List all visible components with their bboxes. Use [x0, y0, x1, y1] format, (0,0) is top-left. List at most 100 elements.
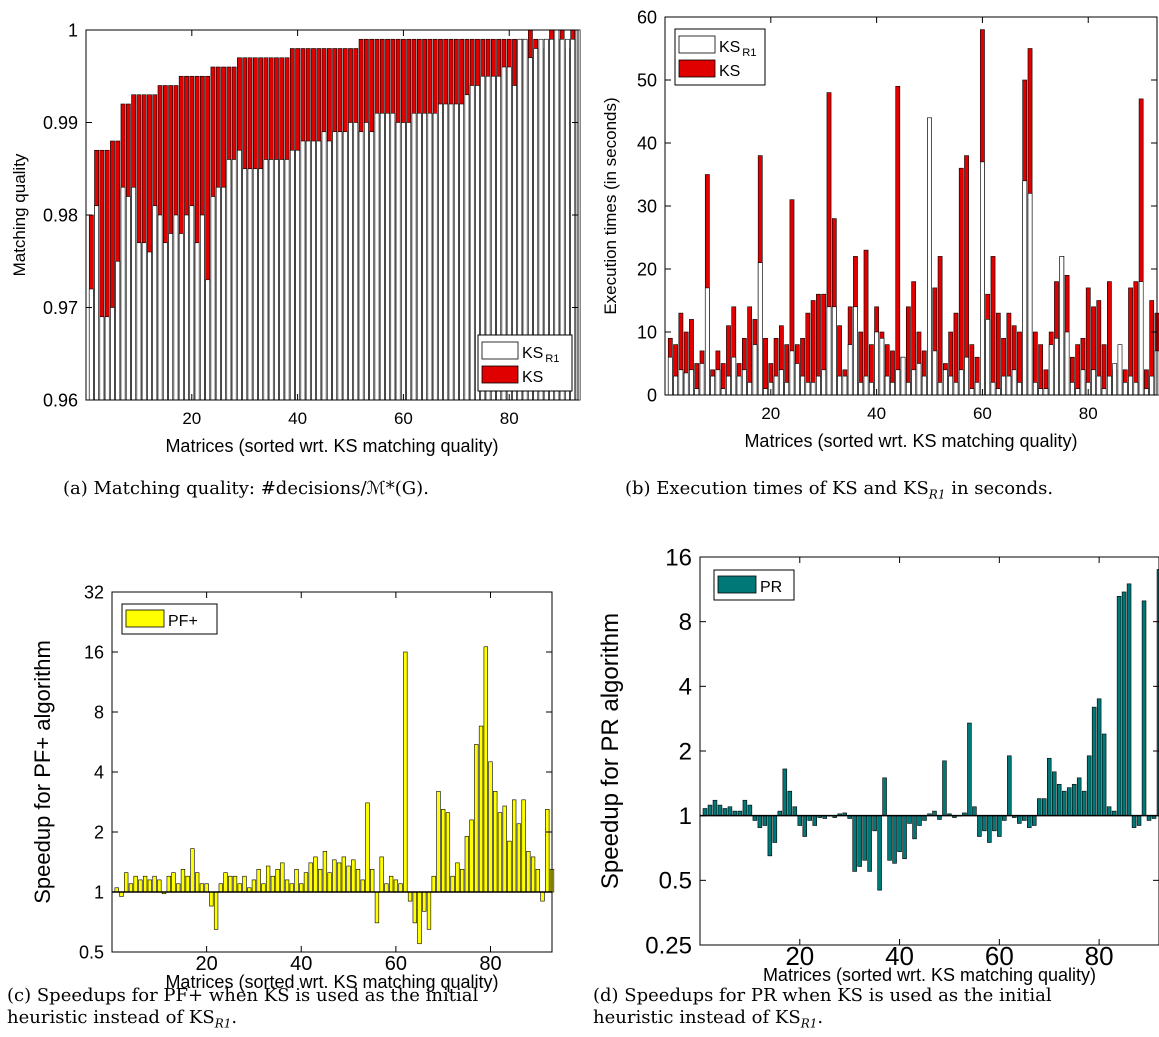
chart-b-bar-ksr1-87	[1122, 382, 1128, 396]
chart-c-bar-46	[327, 872, 332, 893]
chart-d-bar-14	[767, 815, 773, 857]
chart-a-bar-ksr1-32	[252, 168, 258, 401]
chart-b-bar-ksr1-73	[1048, 344, 1054, 396]
chart-c-bar-32	[261, 883, 266, 893]
chart-c-bar-15	[180, 868, 186, 893]
chart-c-bar-47	[332, 859, 337, 893]
chart-b-bar-ksr1-47	[911, 369, 917, 396]
chart-b-bar-ksr1-82	[1096, 375, 1102, 396]
chart-c-ytick-label: 8	[94, 702, 104, 722]
chart-a-legend-label: KS	[522, 369, 543, 386]
chart-a-bar-ksr1-3	[99, 316, 105, 401]
chart-b-bar-ksr1-43	[890, 382, 895, 396]
chart-c-bar-4	[128, 883, 134, 893]
chart-b-bar-ksr1-54	[948, 375, 954, 396]
chart-b-bar-ks-44	[895, 86, 901, 396]
chart-c-bar-70	[441, 808, 446, 893]
chart-b-bar-ksr1-16	[747, 382, 753, 396]
chart-a-ytick-label: 0.99	[43, 113, 78, 133]
chart-b-bar-ksr1-90	[1138, 281, 1144, 396]
chart-b-bar-ks-83	[1101, 344, 1107, 396]
chart-b-bar-ks-63	[995, 312, 1001, 396]
chart-c-bar-65	[417, 891, 422, 945]
chart-d-legend-label: PR	[760, 579, 782, 596]
chart-c-bar-5	[133, 875, 138, 893]
chart-c-xtick-label: 80	[479, 953, 501, 975]
chart-b-bar-ksr1-83	[1101, 388, 1107, 396]
chart-a-bar-ksr1-57	[385, 112, 390, 401]
chart-b-bar-ksr1-64	[1001, 375, 1006, 396]
caption-d-line1: (d) Speedups for PR when KS is used as t…	[593, 985, 1052, 1006]
caption-c-line2: heuristic instead of KS	[7, 1007, 215, 1028]
chart-c-ylabel: Speedup for PF+ algorithm	[30, 640, 55, 904]
chart-b-bar-ksr1-6	[694, 388, 700, 396]
chart-d-bar-59	[992, 815, 997, 832]
chart-b-legend-label: KS	[719, 63, 740, 80]
chart-d-bar-85	[1121, 591, 1127, 816]
chart-b-bar-ksr1-40	[874, 331, 879, 396]
chart-c-bar-39	[294, 868, 299, 893]
chart-c-bar-74	[459, 868, 465, 893]
chart-c-bar-35	[275, 868, 280, 893]
chart-a-bar-ksr1-66	[432, 112, 438, 401]
chart-b-bar-ksr1-59	[974, 382, 980, 396]
chart-d-xtick-label: 80	[1085, 941, 1114, 971]
chart-b-xlabel: Matrices (sorted wrt. KS matching qualit…	[744, 431, 1077, 451]
chart-a-bar-ksr1-47	[332, 131, 338, 401]
caption-b-tail: in seconds.	[945, 478, 1054, 499]
chart-c-xtick-label: 20	[195, 953, 217, 975]
chart-c-bar-34	[270, 875, 276, 893]
chart-c-bar-48	[336, 862, 342, 893]
chart-d-bar-89	[1141, 600, 1147, 816]
chart-d-ytick-label: 4	[679, 674, 692, 701]
chart-a-bar-ksr1-71	[459, 103, 464, 401]
chart-b-bar-ksr1-57	[964, 356, 969, 396]
chart-c-bar-87	[521, 799, 526, 893]
chart-a-bar-ksr1-50	[348, 122, 353, 401]
chart-c-bar-58	[384, 883, 389, 893]
chart-a-bar-ksr1-52	[358, 131, 364, 401]
caption-c: (c) Speedups for PF+ when KS is used as …	[7, 985, 478, 1035]
chart-b-bar-ksr1-2	[673, 375, 678, 396]
chart-a-bar-ksr1-44	[316, 140, 322, 401]
chart-b-bar-ksr1-52	[937, 382, 943, 396]
chart-a-bar-ksr1-38	[284, 159, 290, 401]
chart-b-bar-ksr1-34	[842, 375, 848, 396]
chart-c-bar-50	[346, 865, 351, 893]
chart-b-ytick-label: 50	[637, 70, 657, 90]
chart-a-bar-ksr1-45	[321, 131, 327, 401]
chart-c-bar-67	[426, 891, 432, 930]
chart-b-bar-ksr1-91	[1144, 388, 1149, 396]
chart-b-bar-ksr1-76	[1064, 331, 1070, 396]
chart-d-bar-69	[1041, 798, 1047, 816]
chart-a-bar-ksr1-8	[125, 196, 131, 401]
chart-c-bar-53	[360, 879, 365, 893]
caption-c-tail: .	[231, 1007, 238, 1028]
chart-a-bar-ksr1-15	[162, 242, 168, 401]
chart-d-bar-42	[907, 815, 912, 824]
chart-c-bar-57	[379, 856, 384, 893]
chart-b-bar-ksr1-42	[884, 375, 890, 396]
chart-a-bar-ksr1-25	[215, 186, 221, 401]
chart-d-bar-73	[1061, 790, 1067, 816]
chart-b-xtick-label: 40	[867, 404, 886, 423]
chart-b-bar-ksr1-45	[900, 356, 906, 396]
chart-d-bar-36	[877, 815, 882, 891]
chart-a-bar-ksr1-1	[88, 288, 94, 401]
chart-d-bar-31	[852, 815, 857, 872]
chart-a-bar-ksr1-33	[258, 168, 263, 401]
chart-c-bar-81	[493, 791, 498, 893]
chart-b-bar-ksr1-68	[1022, 180, 1028, 396]
chart-b-bar-ksr1-86	[1117, 344, 1123, 396]
chart-c-bar-17	[190, 848, 195, 893]
chart-d-bar-34	[867, 815, 872, 872]
chart-b-bar-ksr1-65	[1006, 375, 1012, 396]
chart-a-bar-ksr1-70	[453, 103, 459, 401]
chart-a-bar-ksr1-55	[374, 112, 380, 401]
chart-d-bar-56	[977, 815, 982, 837]
chart-b-bar-ksr1-10	[715, 369, 721, 396]
chart-a-xtick-label: 80	[500, 409, 519, 428]
chart-c-bar-8	[147, 879, 152, 893]
